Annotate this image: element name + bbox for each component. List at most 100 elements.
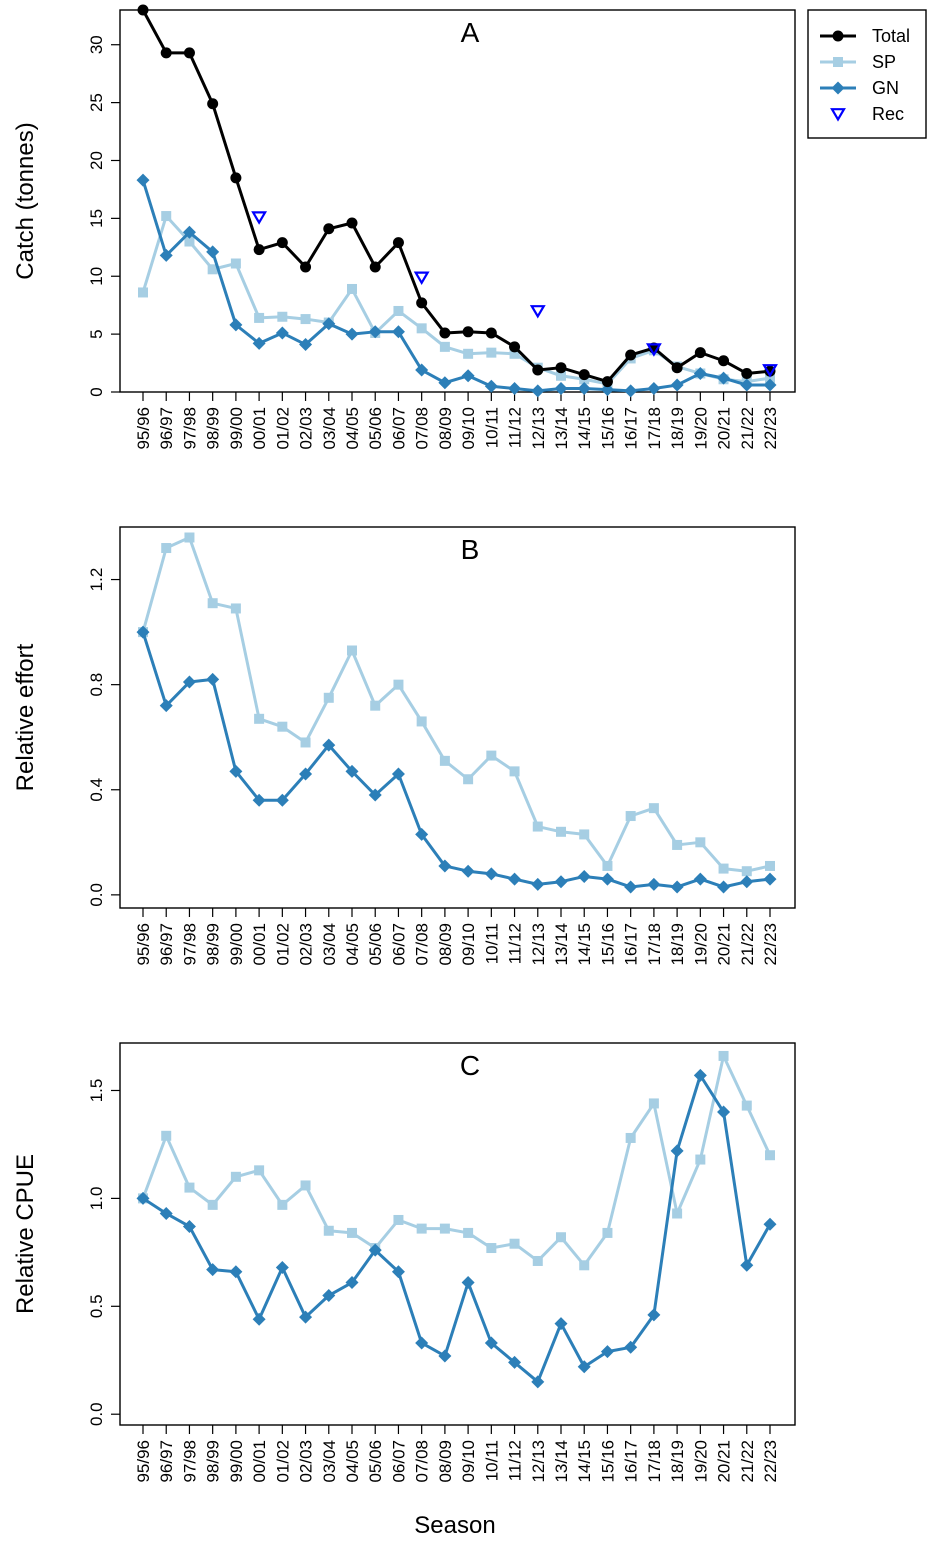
x-tick-label: 20/21 <box>715 407 734 450</box>
point-gn <box>345 1276 359 1290</box>
x-tick-label: 19/20 <box>691 923 710 966</box>
point-sp <box>277 311 288 322</box>
point-gn <box>391 767 405 781</box>
point-sp <box>532 821 543 832</box>
point-gn <box>600 1345 614 1359</box>
series-line-sp <box>141 1054 772 1267</box>
panel-letter: A <box>461 17 480 48</box>
point-sp <box>393 1214 404 1225</box>
point-gn <box>531 1375 545 1389</box>
point-sp <box>602 860 613 871</box>
point-gn <box>508 1355 522 1369</box>
point-gn <box>693 872 707 886</box>
point-gn <box>159 699 173 713</box>
point-gn <box>299 1310 313 1324</box>
x-tick-label: 18/19 <box>668 923 687 966</box>
x-tick-label: 00/01 <box>250 407 269 450</box>
point-sp <box>347 1227 357 1238</box>
y-tick-label: 0.0 <box>87 1402 106 1426</box>
point-total <box>276 237 288 249</box>
point-gn <box>763 378 777 392</box>
point-sp <box>184 236 195 247</box>
point-gn <box>415 363 429 377</box>
x-tick-label: 07/08 <box>413 1440 432 1483</box>
x-tick-label: 14/15 <box>575 923 594 966</box>
x-tick-label: 19/20 <box>691 407 710 450</box>
point-gn <box>252 793 266 807</box>
point-sp <box>741 866 752 877</box>
point-gn <box>275 793 289 807</box>
y-tick-label: 1.2 <box>87 568 106 592</box>
point-sp <box>532 1255 543 1266</box>
point-total <box>509 341 521 353</box>
point-gn <box>368 788 382 802</box>
y-axis-title: Catch (tonnes) <box>12 122 39 279</box>
x-tick-label: 97/98 <box>180 407 199 450</box>
point-sp <box>184 532 195 543</box>
x-tick-label: 02/03 <box>297 923 316 966</box>
x-tick-label: 16/17 <box>622 407 641 450</box>
series-line-sp <box>141 536 771 873</box>
point-gn <box>717 371 731 385</box>
point-gn <box>577 1360 591 1374</box>
x-tick-label: 95/96 <box>134 407 153 450</box>
point-gn <box>322 738 336 752</box>
point-sp <box>648 803 659 814</box>
legend-box <box>807 9 927 139</box>
x-tick-label: 06/07 <box>389 407 408 450</box>
point-gn <box>252 1312 266 1326</box>
point-rec <box>529 305 546 319</box>
point-gn <box>391 1265 405 1279</box>
x-tick-label: 10/11 <box>482 1440 501 1481</box>
point-gn <box>229 764 243 778</box>
point-sp <box>323 692 334 703</box>
point-sp <box>741 1100 752 1111</box>
point-sp <box>207 264 218 275</box>
point-total <box>439 327 451 339</box>
point-gn <box>670 1144 684 1158</box>
x-tick-label: 13/14 <box>552 407 571 450</box>
point-gn <box>299 338 313 352</box>
x-tick-label: 00/01 <box>250 923 269 966</box>
point-sp <box>625 811 636 822</box>
x-tick-label: 20/21 <box>715 923 734 966</box>
x-tick-label: 03/04 <box>320 1440 339 1483</box>
x-tick-label: 05/06 <box>366 923 385 966</box>
point-gn <box>438 376 452 390</box>
point-sp <box>463 1227 474 1238</box>
point-gn <box>508 872 522 886</box>
legend-marker-sp <box>833 57 843 67</box>
point-gn <box>670 378 684 392</box>
point-sp <box>277 721 288 732</box>
point-total <box>532 364 544 376</box>
x-tick-label: 05/06 <box>366 1440 385 1483</box>
x-tick-label: 10/11 <box>482 923 501 964</box>
point-sp <box>695 1154 706 1165</box>
point-gn <box>554 875 568 889</box>
point-sp <box>486 1243 497 1254</box>
point-total <box>160 47 172 59</box>
point-gn <box>508 382 522 396</box>
x-tick-label: 07/08 <box>413 407 432 450</box>
x-tick-label: 19/20 <box>691 1440 710 1483</box>
point-gn <box>322 317 336 331</box>
y-tick-label: 0.4 <box>87 778 106 802</box>
x-tick-label: 21/22 <box>738 407 757 450</box>
point-gn <box>159 1206 173 1220</box>
x-tick-label: 22/23 <box>761 923 780 966</box>
point-sp <box>765 860 775 871</box>
series-line-total <box>141 9 771 384</box>
plot-frame <box>119 9 796 393</box>
x-tick-label: 03/04 <box>320 407 339 450</box>
x-tick-label: 98/99 <box>204 407 223 450</box>
series-line-sp <box>141 214 771 386</box>
point-sp <box>579 829 590 840</box>
point-sp <box>254 713 265 724</box>
x-tick-label: 13/14 <box>552 1440 571 1483</box>
point-gn <box>136 1191 150 1205</box>
point-gn <box>368 1243 382 1257</box>
point-gn <box>554 1317 568 1331</box>
point-sp <box>416 1223 427 1234</box>
point-gn <box>693 366 707 380</box>
x-tick-label: 99/00 <box>227 407 246 450</box>
